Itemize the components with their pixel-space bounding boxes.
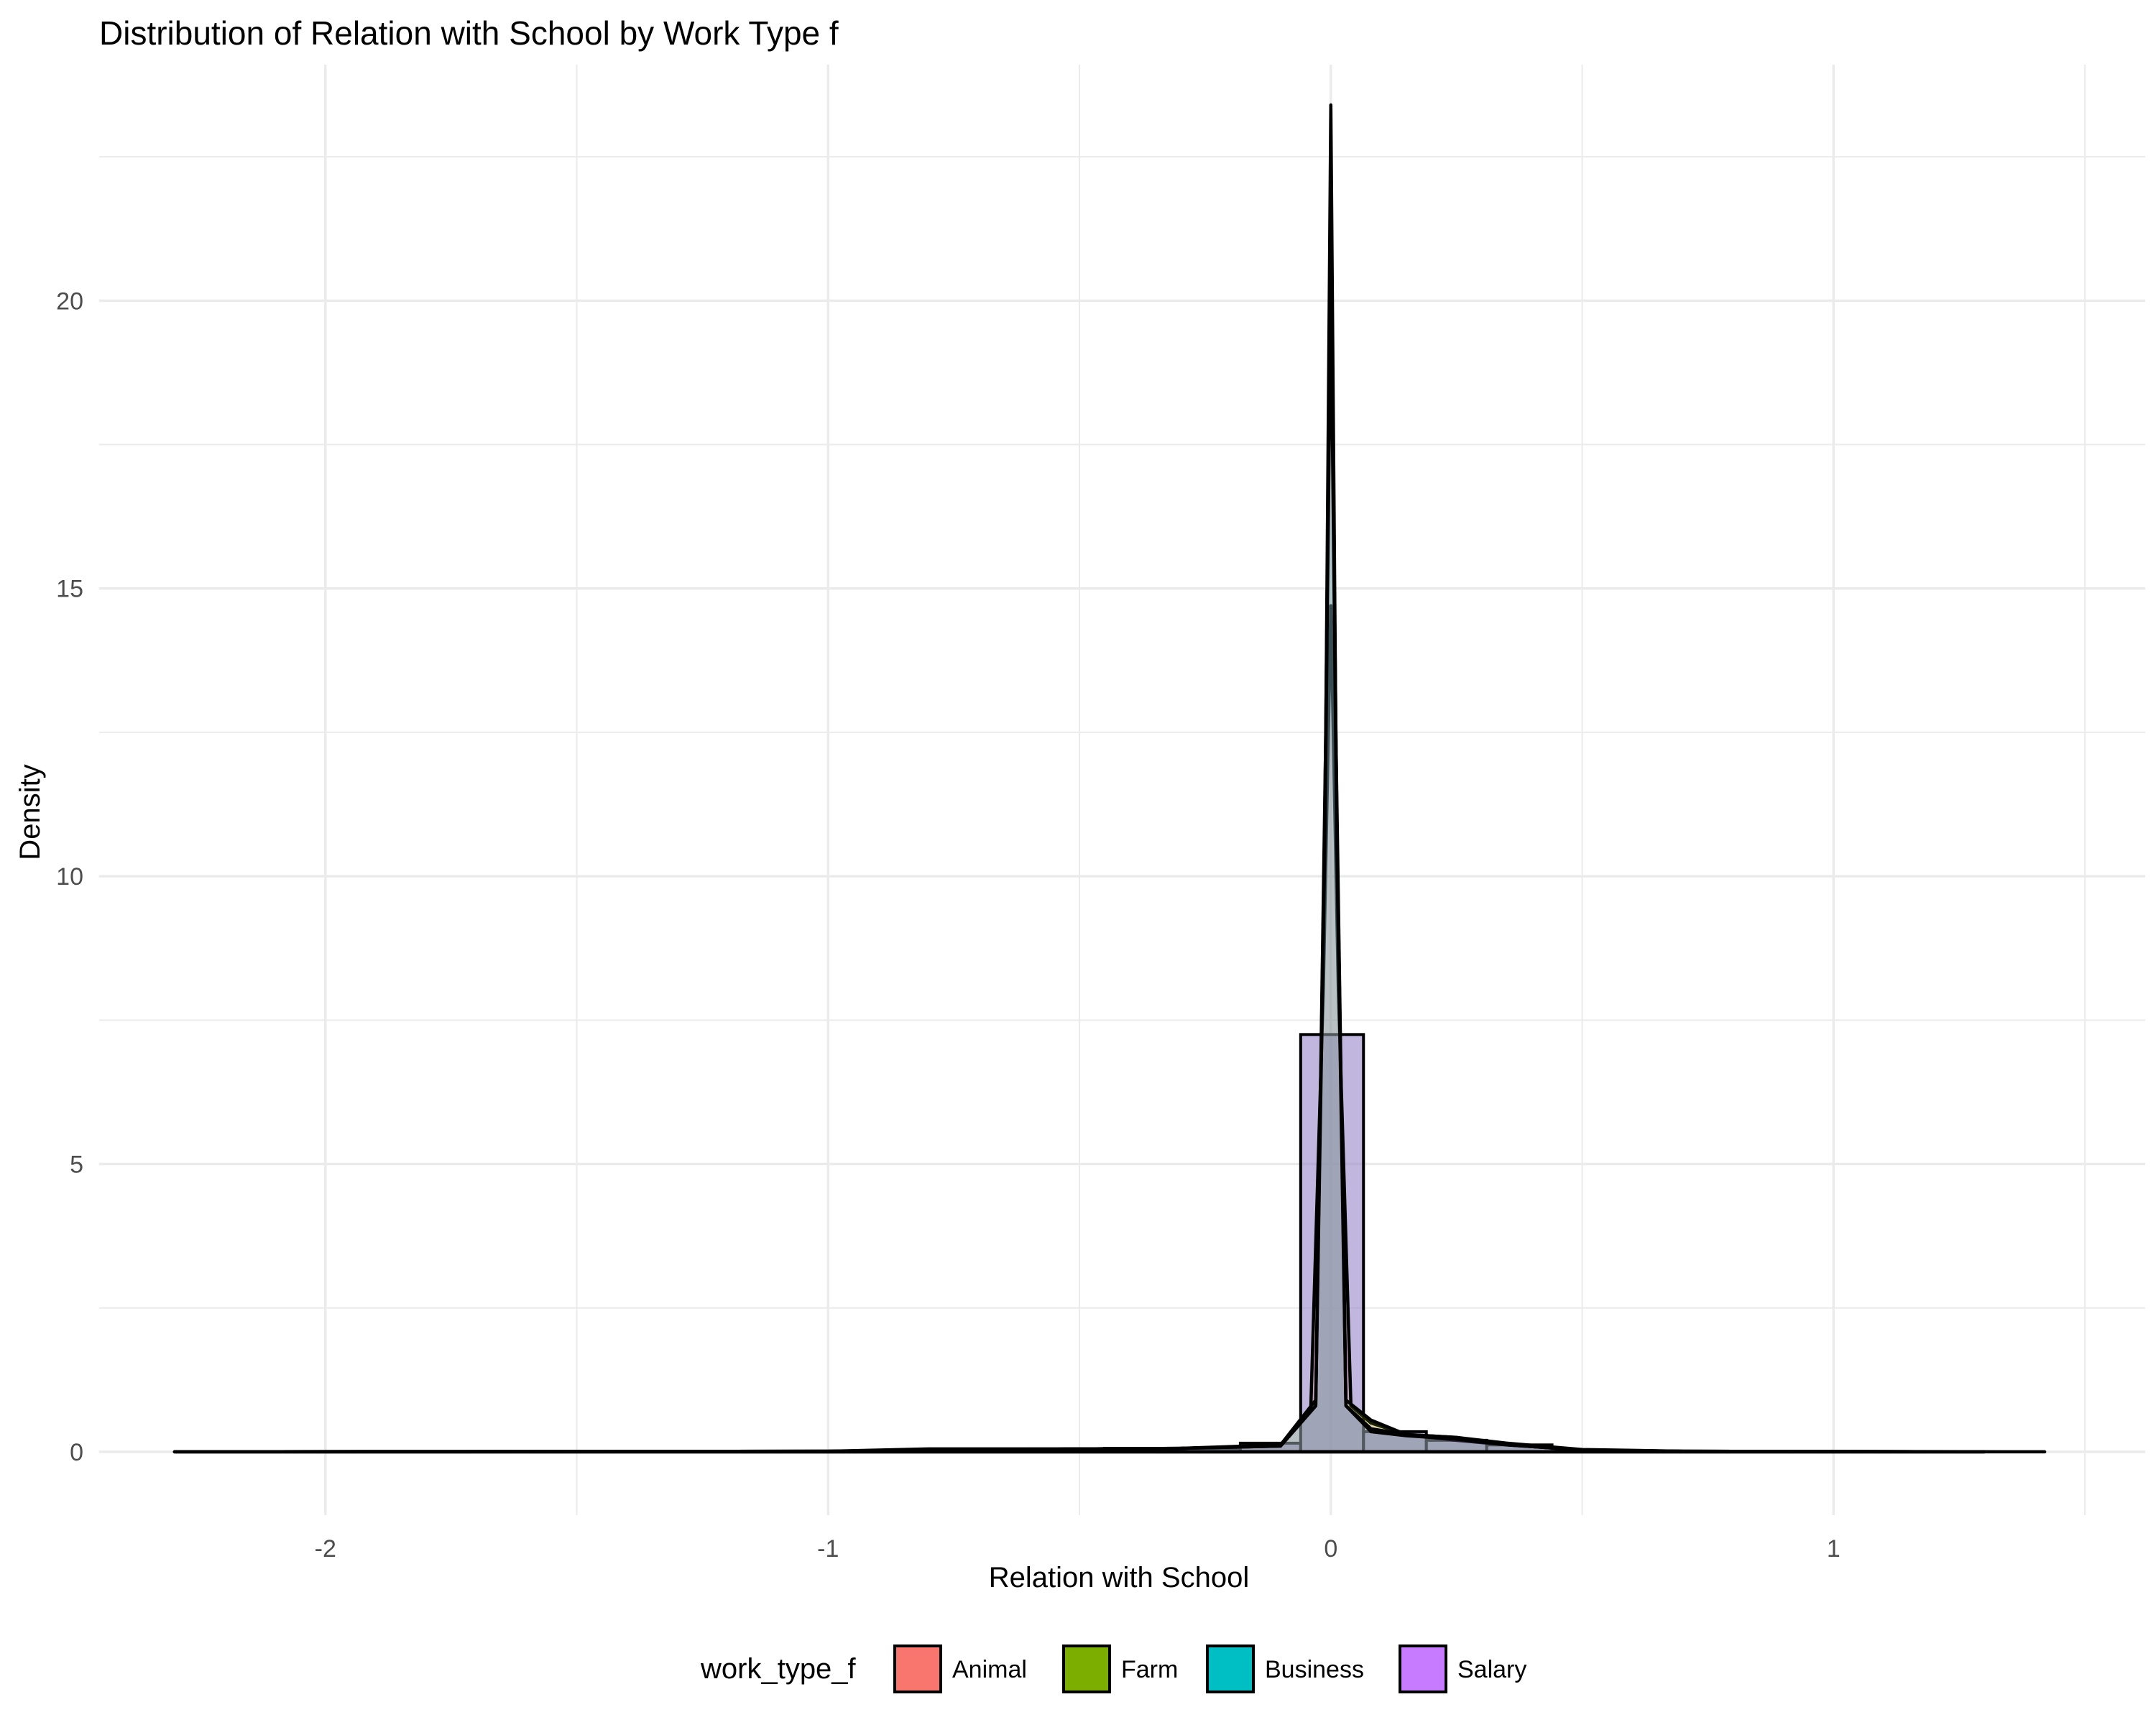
density-curve-salary [172, 288, 1986, 1454]
legend-items: Animal Farm Business Salary [893, 1644, 1526, 1693]
legend-key [1206, 1644, 1255, 1693]
legend-item-animal: Animal [893, 1644, 1027, 1693]
y-tick-label: 0 [70, 1439, 83, 1466]
density-curves [172, 103, 2047, 1454]
density-curve-business [172, 103, 2047, 1454]
y-tick-label: 10 [56, 863, 83, 891]
legend-label: Business [1265, 1656, 1364, 1683]
x-tick-label: -1 [817, 1535, 839, 1563]
x-tick-label: 1 [1827, 1535, 1841, 1563]
grid-layer [99, 65, 2145, 1515]
y-axis-title: Density [14, 764, 46, 860]
chart-title: Distribution of Relation with School by … [99, 14, 839, 52]
legend-label: Farm [1121, 1656, 1178, 1683]
legend-label: Salary [1457, 1656, 1526, 1683]
x-axis-ticks: -2 -1 0 1 [315, 1535, 1841, 1563]
legend-key [893, 1644, 942, 1693]
y-tick-label: 5 [70, 1151, 83, 1179]
legend-key [1062, 1644, 1111, 1693]
legend-key [1399, 1644, 1447, 1693]
y-tick-label: 15 [56, 576, 83, 603]
legend-label: Animal [952, 1656, 1027, 1683]
x-tick-label: -2 [315, 1535, 336, 1563]
y-axis-ticks: 0 5 10 15 20 [56, 288, 83, 1466]
x-axis-title: Relation with School [989, 1562, 1249, 1593]
legend: work_type_f Animal Farm Business Salary [700, 1644, 1526, 1693]
legend-item-salary: Salary [1399, 1644, 1526, 1693]
y-tick-label: 20 [56, 288, 83, 315]
x-tick-label: 0 [1324, 1535, 1337, 1563]
legend-title: work_type_f [700, 1653, 857, 1685]
legend-item-business: Business [1206, 1644, 1364, 1693]
legend-item-farm: Farm [1062, 1644, 1178, 1693]
